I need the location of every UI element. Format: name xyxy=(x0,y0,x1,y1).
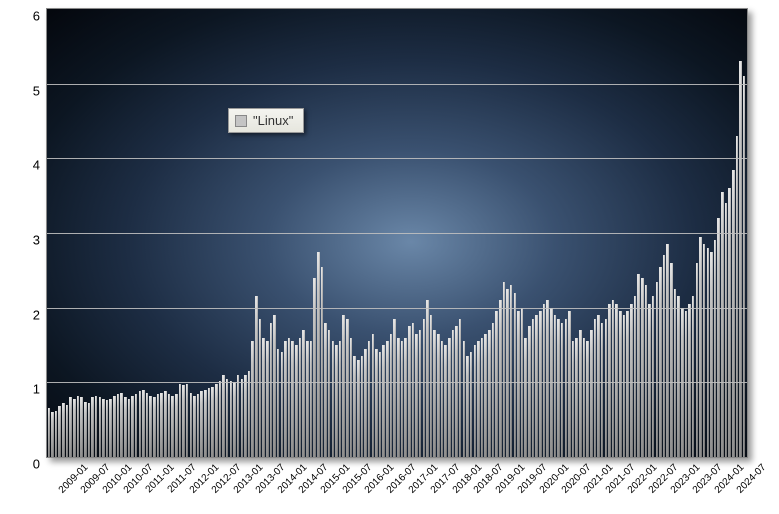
x-axis: 2009-012009-072010-012010-072011-012011-… xyxy=(46,456,746,514)
grid-line xyxy=(47,84,747,85)
grid-line xyxy=(47,158,747,159)
plot-area xyxy=(46,8,748,458)
grid-line xyxy=(47,308,747,309)
chart-container: 0 1 2 3 4 5 6 2009-012009-072010-012010-072011… xyxy=(0,0,779,514)
grid-line xyxy=(47,233,747,234)
y-tick-label: 4 xyxy=(33,158,40,173)
bar xyxy=(743,76,746,457)
legend: "Linux" xyxy=(228,108,304,133)
y-tick-label: 0 xyxy=(33,457,40,472)
y-tick-label: 3 xyxy=(33,233,40,248)
y-tick-label: 5 xyxy=(33,83,40,98)
y-axis: 0123456 xyxy=(0,8,44,456)
grid-line xyxy=(47,382,747,383)
y-tick-label: 1 xyxy=(33,382,40,397)
y-tick-label: 6 xyxy=(33,9,40,24)
legend-label: "Linux" xyxy=(253,113,293,128)
legend-swatch xyxy=(235,115,247,127)
y-tick-label: 2 xyxy=(33,307,40,322)
